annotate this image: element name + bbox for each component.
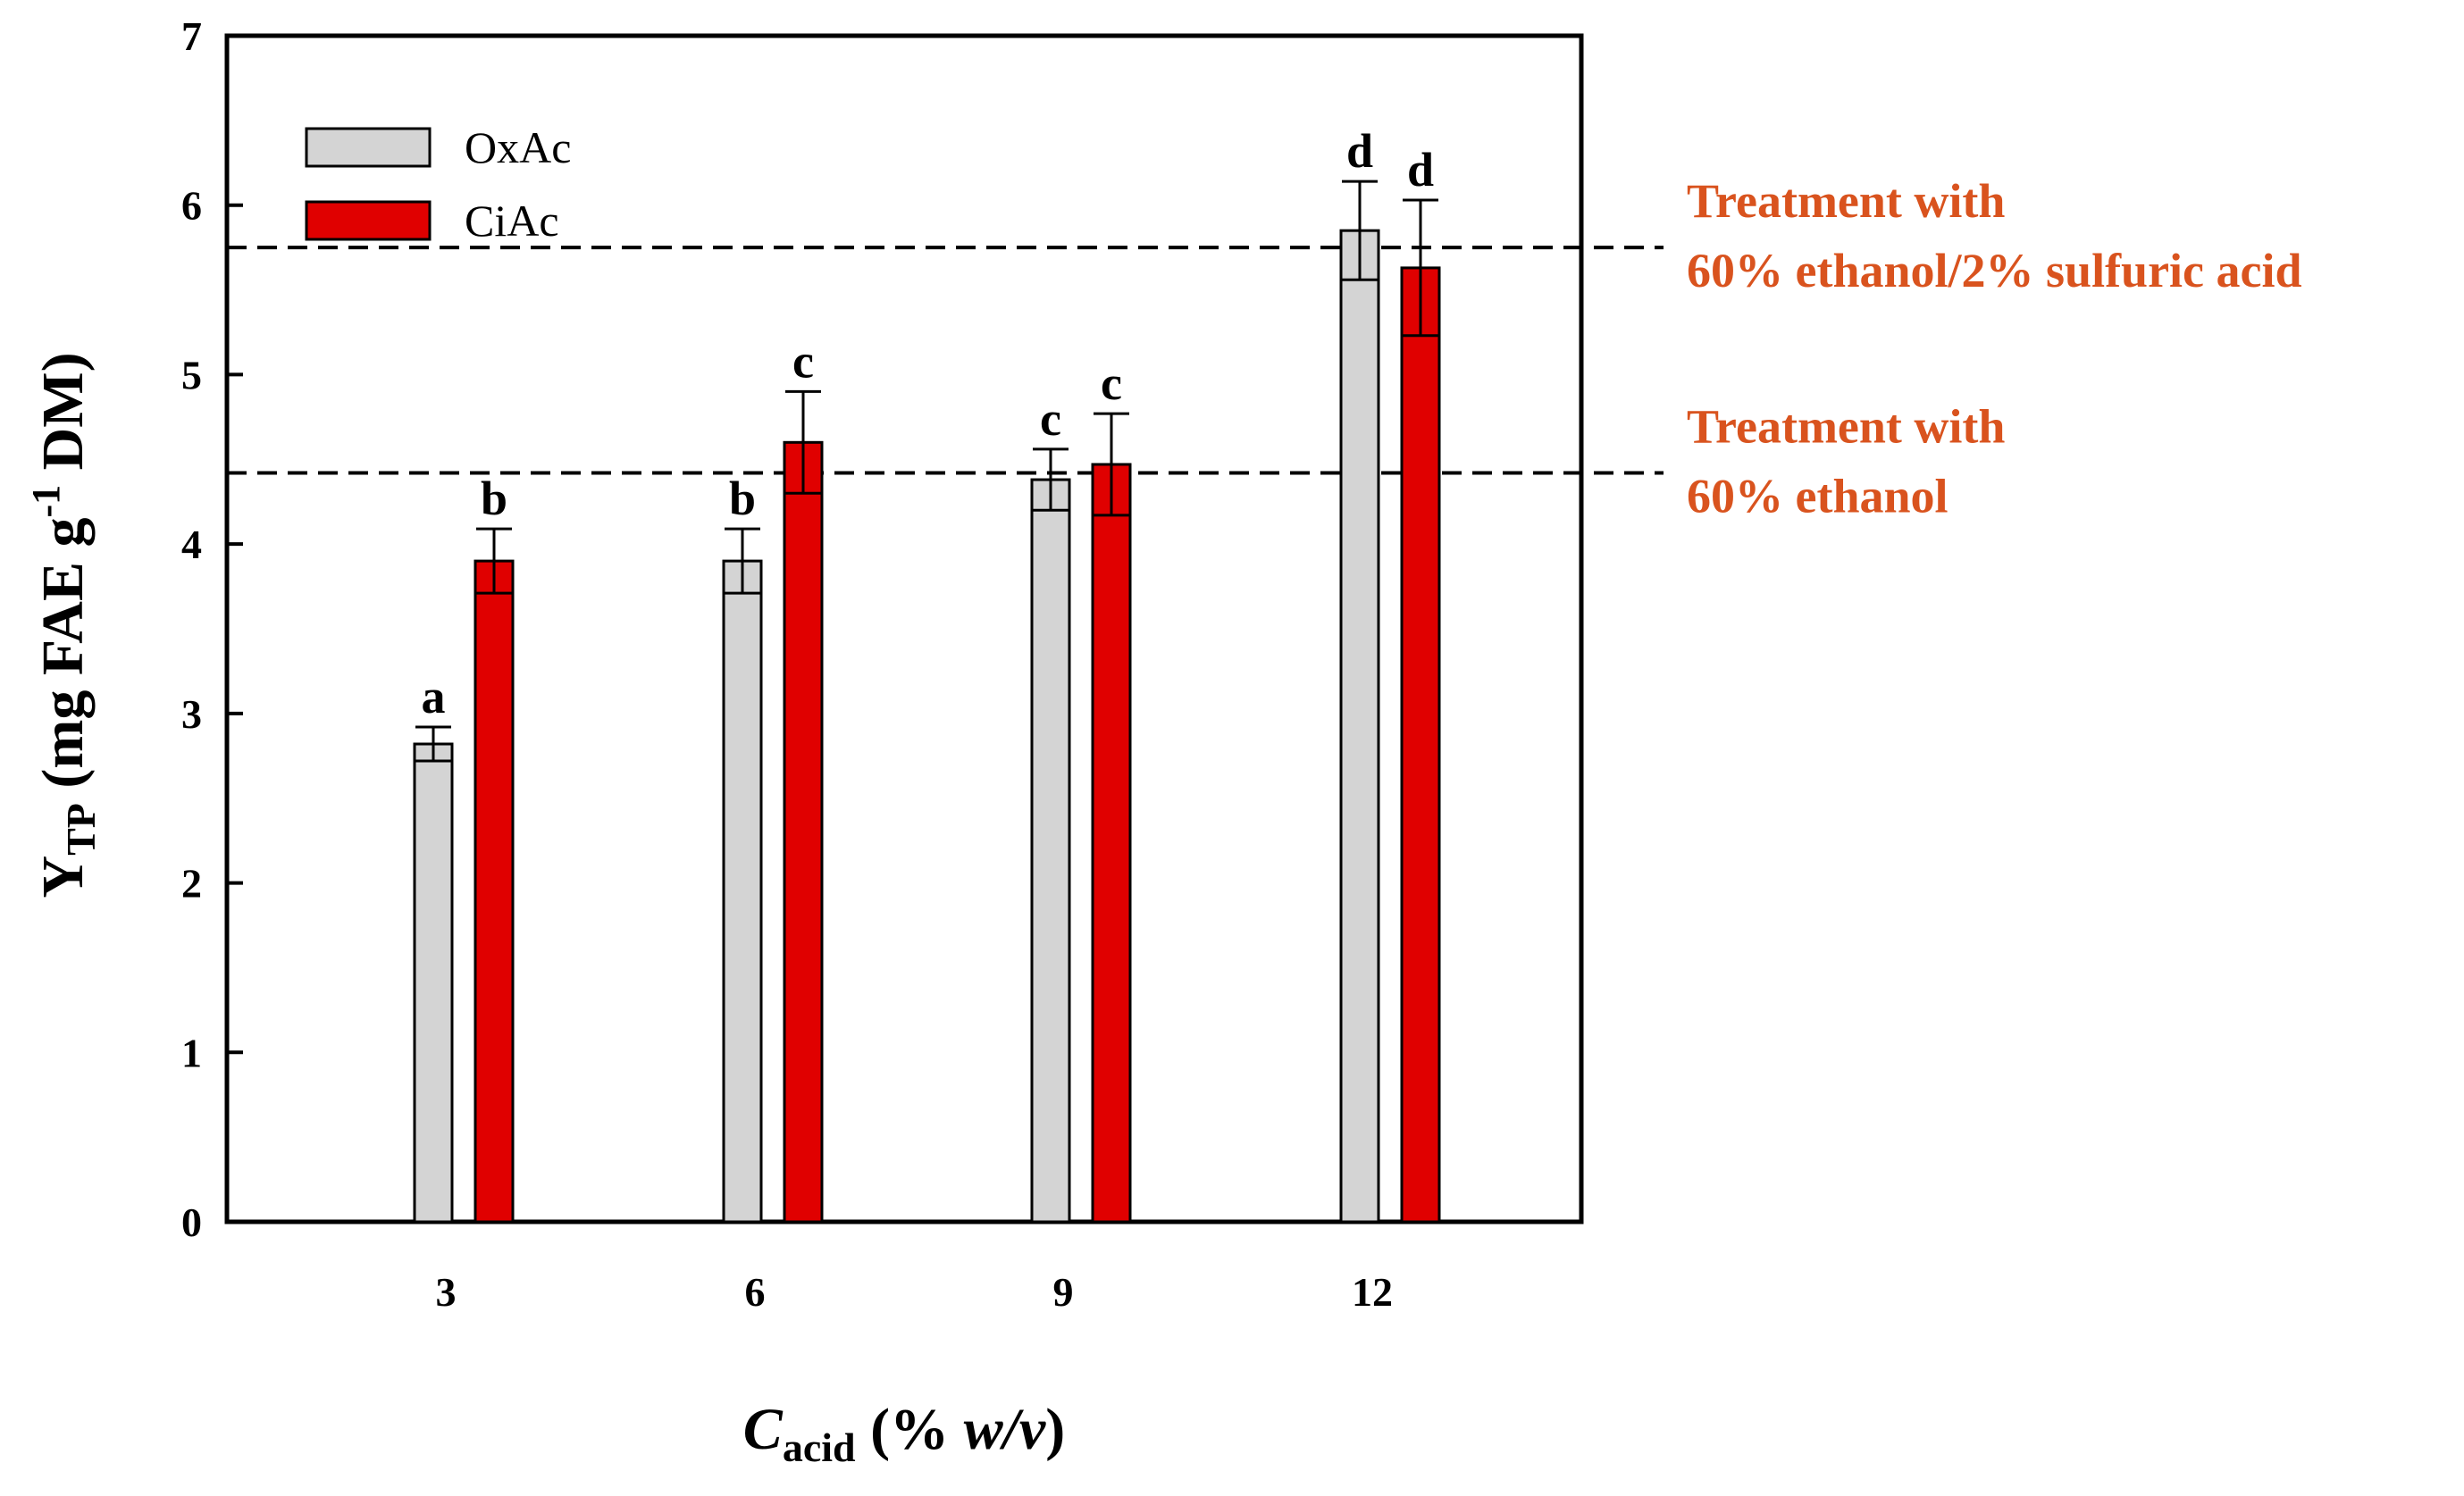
legend-label-ciac: CiAc [465,196,559,246]
x-tick-label: 3 [436,1269,457,1315]
y-tick-label: 0 [181,1199,202,1245]
legend-swatch-oxac [305,127,432,168]
significance-letter: d [1346,124,1373,178]
bar-oxac [1339,229,1380,1224]
bar-ciac [1400,266,1441,1224]
x-axis-title: Cacid (% w/v) [743,1397,1065,1470]
y-axis-ticks: 0 1 2 3 4 5 6 7 [181,13,243,1245]
legend-label-oxac: OxAc [465,122,571,172]
significance-letter: c [792,334,814,388]
reference-label-line1: Treatment with [1687,174,2005,228]
x-tick-label: 12 [1352,1269,1393,1315]
y-tick-label: 4 [181,522,202,567]
bar-oxac [1030,478,1071,1224]
x-tick-label: 6 [745,1269,766,1315]
plot-frame [224,33,1584,1224]
reference-lines: Treatment with 60% ethanol/2% sulfuric ac… [227,174,2302,522]
bar-oxac [413,742,454,1224]
reference-label-line2: 60% ethanol/2% sulfuric acid [1687,244,2302,297]
bar-ciac [783,440,824,1224]
y-tick-label: 5 [181,352,202,397]
y-tick-label: 3 [181,691,202,737]
y-tick-label: 7 [181,13,202,59]
x-tick-label: 9 [1053,1269,1074,1315]
reference-label-line2: 60% ethanol [1687,469,1949,522]
y-tick-label: 2 [181,861,202,907]
significance-letter: c [1101,356,1122,410]
significance-letter: a [422,670,446,723]
reference-label-line1: Treatment with [1687,399,2005,453]
x-axis-ticks: 3 6 9 12 [436,1269,1394,1315]
bar-oxac [722,559,763,1224]
significance-letter: c [1040,392,1061,446]
legend-swatch-ciac [305,200,432,241]
significance-letter: b [481,472,507,525]
legend: OxAc CiAc [305,122,571,246]
bar-ciac [474,559,515,1224]
y-tick-label: 1 [181,1030,202,1075]
y-axis-title: YTP (mg FAE g-1 DM) [24,352,104,898]
significance-letter: d [1407,143,1434,196]
bar-ciac [1091,463,1132,1224]
significance-letter: b [729,472,756,525]
y-tick-label: 6 [181,183,202,229]
